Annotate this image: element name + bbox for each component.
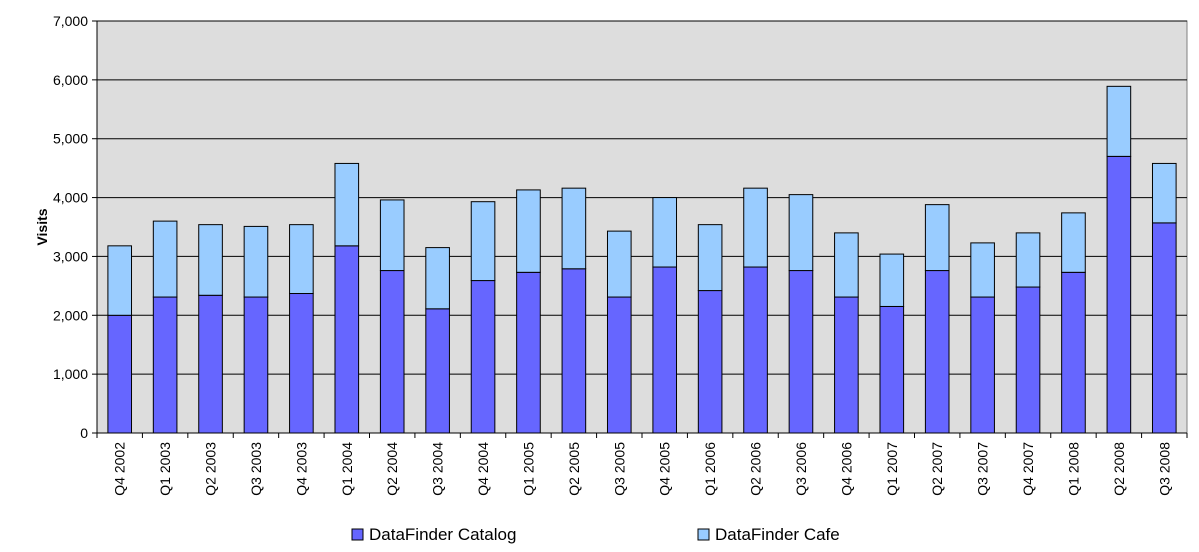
legend-swatch-cafe (697, 528, 710, 541)
legend-swatch-catalog (351, 528, 364, 541)
bar-cafe (879, 253, 905, 307)
bar-cafe (289, 224, 314, 295)
bar-cafe (516, 189, 541, 273)
bar-catalog (243, 296, 269, 434)
bar-catalog (924, 270, 950, 434)
bar-catalog (879, 305, 905, 434)
bar-catalog (652, 266, 678, 434)
bar-catalog (334, 245, 360, 434)
x-tick-label: Q2 2007 (929, 442, 945, 496)
bar-catalog (470, 280, 496, 434)
bar-cafe (561, 187, 587, 270)
bar-catalog (1151, 222, 1177, 434)
y-tick-label: 5,000 (53, 131, 88, 147)
bar-catalog (425, 308, 450, 434)
bar-cafe (1015, 232, 1041, 288)
y-tick-label: 4,000 (53, 190, 88, 206)
bar-catalog (289, 293, 314, 434)
x-tick-label: Q1 2008 (1065, 442, 1081, 496)
bar-cafe (425, 247, 450, 310)
y-tick-label: 3,000 (53, 248, 88, 264)
x-tick-label: Q3 2006 (793, 442, 809, 496)
bar-cafe (152, 220, 178, 298)
y-tick-label: 1,000 (53, 366, 88, 382)
x-tick-label: Q3 2005 (611, 442, 627, 496)
bar-catalog (516, 271, 541, 434)
x-tick-label: Q1 2006 (702, 442, 718, 496)
bar-cafe (334, 162, 360, 247)
y-tick-label: 6,000 (53, 72, 88, 88)
bar-cafe (1106, 85, 1132, 157)
x-tick-label: Q4 2007 (1020, 442, 1036, 496)
bar-cafe (924, 204, 950, 272)
bar-cafe (834, 232, 859, 298)
y-axis-ticks: 0 1,000 2,000 3,000 4,000 5,000 6,000 7,000 (53, 13, 97, 441)
x-axis-ticks: Q4 2002 Q1 2003 Q2 2003 Q3 2003 Q4 2003 Q1 20… (96, 433, 1188, 496)
legend-label-catalog: DataFinder Catalog (369, 525, 516, 544)
bars (107, 85, 1177, 434)
bar-cafe (470, 201, 496, 282)
bar-catalog (743, 266, 768, 434)
bar-catalog (970, 296, 995, 434)
bar-cafe (1061, 212, 1086, 273)
bar-catalog (606, 296, 632, 434)
legend-label-cafe: DataFinder Cafe (715, 525, 840, 544)
bar-cafe (970, 242, 995, 298)
x-tick-label: Q4 2006 (838, 442, 854, 496)
x-tick-label: Q2 2008 (1111, 442, 1127, 496)
x-tick-label: Q2 2003 (203, 442, 219, 496)
bar-catalog (1061, 271, 1086, 434)
x-tick-label: Q3 2008 (1156, 442, 1172, 496)
bar-cafe (652, 197, 678, 268)
x-tick-label: Q3 2004 (430, 442, 446, 496)
plot-area (96, 20, 1188, 434)
y-tick-label: 7,000 (53, 13, 88, 29)
bar-catalog (561, 268, 587, 434)
bar-catalog (834, 296, 859, 434)
bar-catalog (152, 296, 178, 434)
x-tick-label: Q1 2003 (157, 442, 173, 496)
x-tick-label: Q4 2003 (293, 442, 309, 496)
x-tick-label: Q4 2005 (657, 442, 673, 496)
x-tick-label: Q4 2002 (112, 442, 128, 496)
bar-cafe (243, 225, 269, 298)
x-tick-label: Q4 2004 (475, 442, 491, 496)
x-tick-label: Q2 2006 (748, 442, 764, 496)
bar-catalog (107, 314, 133, 434)
bar-cafe (379, 199, 405, 272)
x-tick-label: Q2 2004 (384, 442, 400, 496)
y-axis-title: Visits (34, 208, 50, 245)
x-tick-label: Q1 2004 (339, 442, 355, 496)
x-tick-label: Q3 2007 (975, 442, 991, 496)
bar-catalog (1106, 155, 1132, 434)
x-tick-label: Q1 2007 (884, 442, 900, 496)
bar-cafe (198, 224, 223, 296)
legend: DataFinder Catalog DataFinder Cafe (351, 525, 840, 544)
bar-cafe (107, 245, 133, 316)
x-tick-label: Q2 2005 (566, 442, 582, 496)
bar-catalog (1015, 286, 1041, 434)
bar-catalog (379, 270, 405, 434)
bar-catalog (697, 290, 723, 434)
y-tick-label: 2,000 (53, 307, 88, 323)
bar-cafe (743, 187, 768, 268)
bar-catalog (788, 270, 814, 434)
bar-cafe (697, 224, 723, 292)
x-tick-label: Q3 2003 (248, 442, 264, 496)
bar-cafe (606, 230, 632, 298)
x-tick-label: Q1 2005 (520, 442, 536, 496)
bar-cafe (1151, 162, 1177, 224)
bar-catalog (198, 294, 223, 434)
y-tick-label: 0 (80, 425, 88, 441)
gridlines (97, 20, 1187, 375)
bar-cafe (788, 194, 814, 272)
